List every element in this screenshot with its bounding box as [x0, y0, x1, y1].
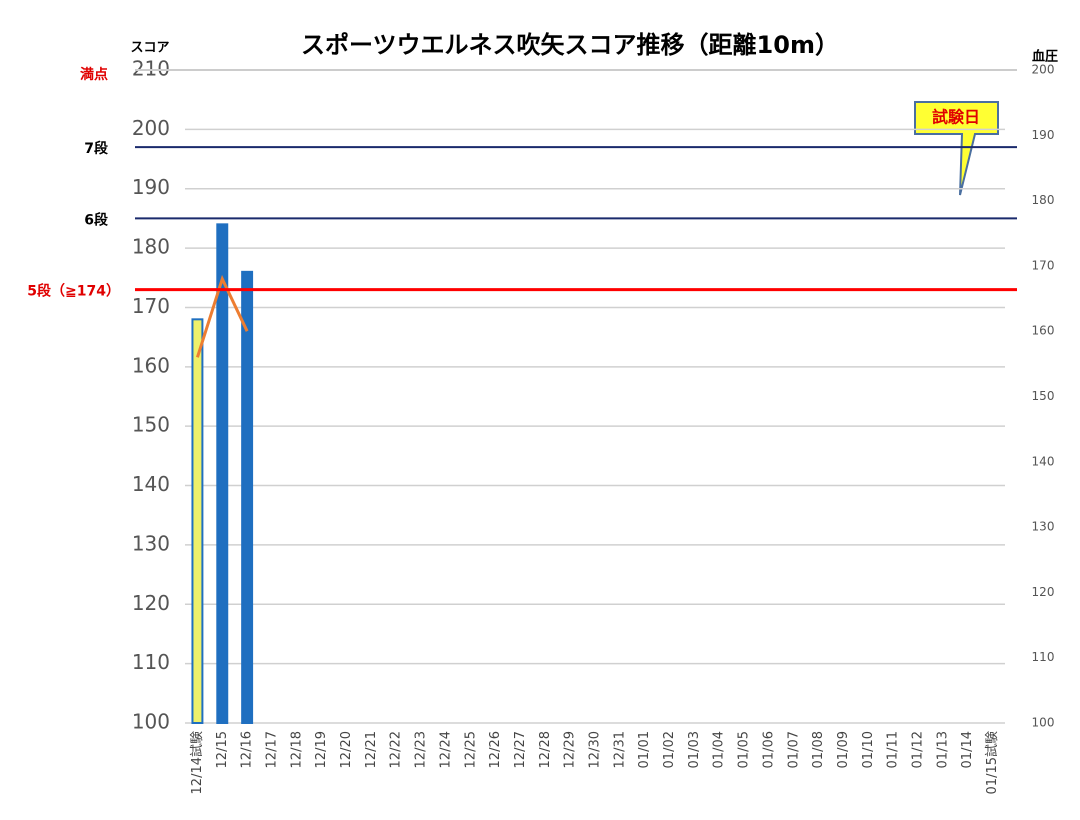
y2-tick-label: 190	[1032, 128, 1055, 142]
y-tick-label: 100	[132, 710, 170, 734]
x-tick-label: 01/10	[861, 731, 876, 768]
y-tick-label: 150	[132, 413, 170, 437]
reference-label: 6段	[84, 211, 108, 228]
bar	[216, 223, 229, 724]
x-tick-label: 12/17	[264, 731, 279, 768]
y-tick-label: 170	[132, 294, 170, 318]
y-tick-label: 210	[132, 57, 170, 81]
x-tick-label: 01/01	[637, 731, 652, 768]
x-tick-label: 01/09	[836, 731, 851, 768]
y2-tick-label: 120	[1032, 585, 1055, 599]
x-tick-label: 01/14	[960, 731, 975, 768]
reference-label: 5段（≧174）	[27, 283, 120, 300]
x-tick-label: 12/14試験	[189, 731, 205, 794]
x-tick-label: 01/02	[662, 731, 677, 768]
x-tick-label: 12/26	[488, 731, 503, 768]
callout-text: 試験日	[932, 108, 980, 127]
x-tick-label: 12/15	[215, 731, 230, 768]
y2-tick-label: 110	[1032, 650, 1055, 664]
x-tick-label: 12/22	[389, 731, 404, 768]
x-tick-label: 01/03	[687, 731, 702, 768]
x-tick-label: 01/08	[811, 731, 826, 768]
y2-tick-label: 140	[1032, 454, 1055, 468]
x-tick-label: 12/27	[513, 731, 528, 768]
y-tick-label: 140	[132, 472, 170, 496]
x-tick-label: 12/23	[414, 731, 429, 768]
line	[195, 274, 249, 358]
x-tick-label: 01/05	[737, 731, 752, 768]
x-tick-label: 12/21	[364, 731, 379, 768]
bar	[191, 318, 204, 724]
x-tick-label: 12/30	[588, 731, 603, 768]
x-tick-label: 01/12	[911, 731, 926, 768]
bar	[241, 270, 254, 724]
y2-tick-label: 150	[1032, 389, 1055, 403]
y-tick-label: 130	[132, 531, 170, 555]
y-axis-title: スコア	[130, 41, 169, 56]
x-tick-label: 12/25	[463, 731, 478, 768]
y2-tick-label: 180	[1032, 193, 1055, 207]
x-tick-label: 12/20	[339, 731, 354, 768]
y2-tick-label: 170	[1032, 258, 1055, 272]
x-tick-label: 12/31	[612, 731, 627, 768]
x-tick-label: 12/18	[289, 731, 304, 768]
y2-tick-label: 130	[1032, 520, 1055, 534]
y-tick-label: 110	[132, 650, 170, 674]
x-tick-label: 01/13	[935, 731, 950, 768]
x-tick-label: 12/24	[438, 731, 453, 768]
reference-label: 満点	[80, 66, 108, 83]
y-tick-label: 200	[132, 116, 170, 140]
y-tick-label: 190	[132, 175, 170, 199]
y-tick-label: 180	[132, 235, 170, 259]
y2-tick-label: 160	[1032, 324, 1055, 338]
x-tick-label: 01/11	[886, 731, 901, 768]
y2-axis-title: 血圧	[1032, 49, 1058, 65]
x-tick-label: 01/15試験	[984, 731, 1000, 794]
x-tick-label: 12/28	[538, 731, 553, 768]
y-tick-label: 120	[132, 591, 170, 615]
y2-tick-label: 100	[1032, 716, 1055, 730]
chart-title: スポーツウエルネス吹矢スコア推移（距離10m）	[301, 31, 839, 59]
x-tick-label: 12/29	[563, 731, 578, 768]
x-tick-label: 12/16	[240, 731, 255, 768]
callout-box	[914, 101, 999, 196]
reference-label: 7段	[84, 140, 108, 157]
x-tick-label: 01/04	[712, 731, 727, 768]
x-tick-label: 12/19	[314, 731, 329, 768]
x-tick-label: 01/06	[761, 731, 776, 768]
y-tick-label: 160	[132, 353, 170, 377]
x-tick-label: 01/07	[786, 731, 801, 768]
y2-tick-label: 200	[1032, 63, 1055, 77]
